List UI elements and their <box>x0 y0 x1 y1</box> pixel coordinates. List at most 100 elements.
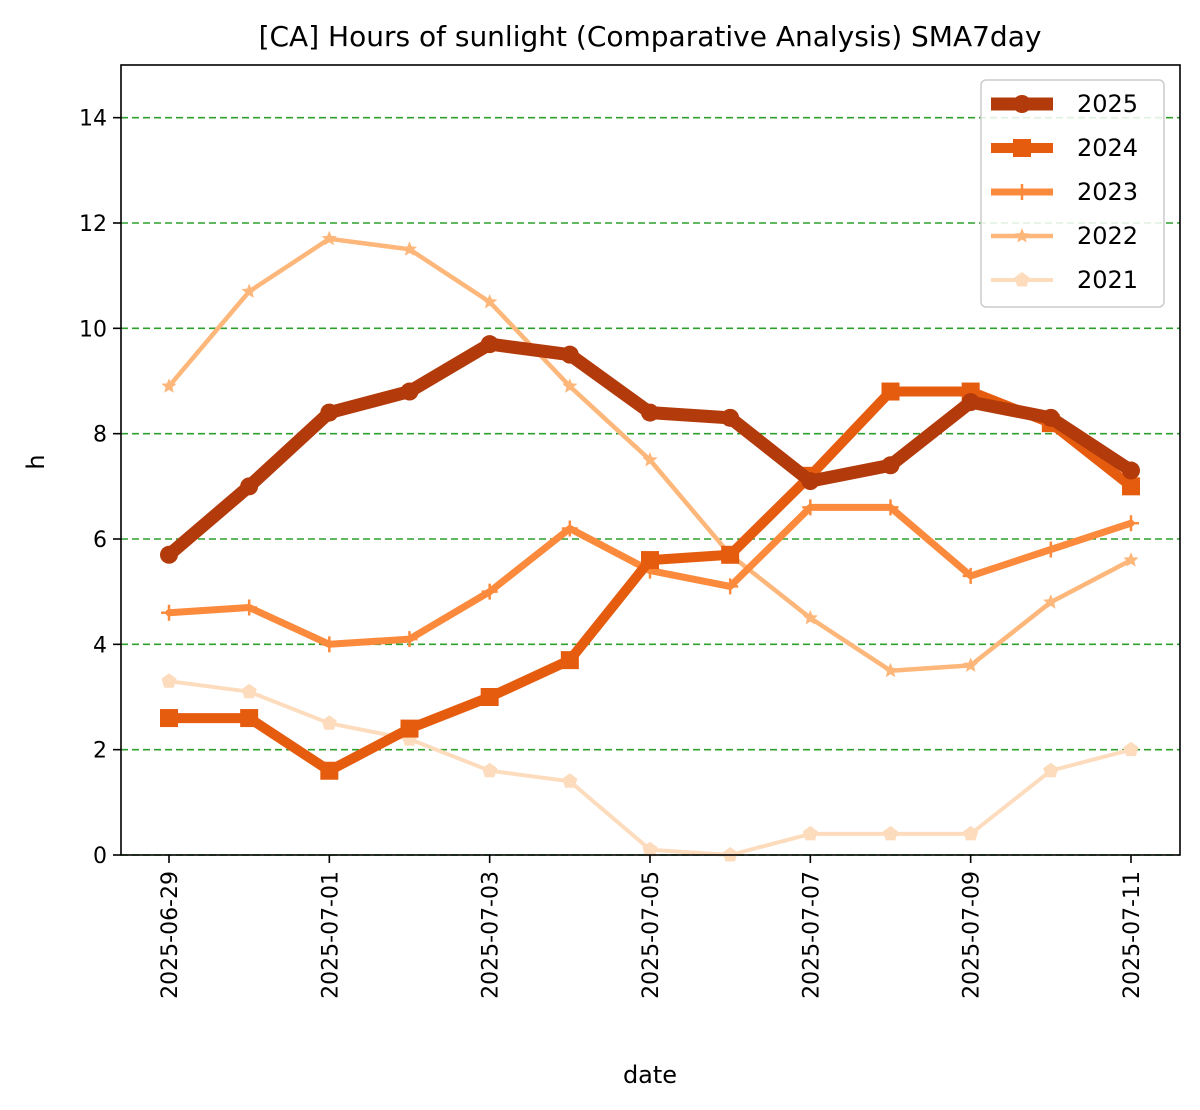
data-point <box>320 761 339 780</box>
data-point <box>1043 762 1059 778</box>
legend-marker <box>1014 272 1030 287</box>
data-point <box>1122 477 1140 496</box>
data-point <box>641 551 659 570</box>
data-point <box>161 673 177 688</box>
data-point <box>882 499 899 516</box>
legend-item-2024: 2024 <box>991 134 1138 162</box>
x-tick-label: 2025-07-01 <box>318 871 343 999</box>
data-point <box>882 825 899 841</box>
data-point <box>562 378 578 393</box>
legend-label: 2023 <box>1077 178 1138 206</box>
data-point <box>722 578 739 595</box>
data-point <box>881 382 900 401</box>
y-tick-label: 14 <box>79 107 107 132</box>
data-point <box>241 283 257 298</box>
data-point <box>1042 541 1059 558</box>
data-point <box>560 345 579 364</box>
data-point <box>642 452 658 467</box>
legend-label: 2022 <box>1077 222 1138 250</box>
data-point <box>240 709 259 728</box>
y-tick-label: 0 <box>93 844 107 869</box>
data-point <box>802 825 818 841</box>
legend: 2025 2024 2023 2022 2021 <box>980 79 1165 308</box>
data-point <box>642 841 658 857</box>
data-point <box>321 230 337 246</box>
x-tick-label: 2025-07-05 <box>639 871 664 999</box>
data-point <box>161 378 177 393</box>
legend-box <box>980 79 1165 308</box>
data-point <box>1043 594 1059 609</box>
data-point <box>802 499 819 516</box>
data-point <box>401 631 418 648</box>
data-point <box>241 683 257 699</box>
data-point <box>882 662 899 678</box>
series-2023 <box>161 499 1139 653</box>
data-point <box>1123 515 1139 532</box>
data-point <box>881 456 900 475</box>
data-point <box>721 545 740 564</box>
x-tick-label: 2025-07-07 <box>799 871 824 999</box>
data-point <box>561 520 578 537</box>
legend-item-2023: 2023 <box>991 178 1138 206</box>
x-tick-label: 2025-07-03 <box>479 871 504 999</box>
x-axis-title: date <box>623 1061 677 1089</box>
y-tick-label: 12 <box>79 212 107 237</box>
data-point <box>560 651 579 670</box>
data-point <box>480 335 499 354</box>
data-point <box>802 610 818 625</box>
data-point <box>400 719 419 738</box>
data-point <box>961 393 980 412</box>
data-point <box>1123 552 1139 567</box>
data-point <box>161 604 177 621</box>
data-point <box>160 545 178 564</box>
legend-item-2021: 2021 <box>991 266 1138 294</box>
data-point <box>562 773 578 788</box>
data-point <box>481 583 498 600</box>
data-point <box>321 636 338 653</box>
data-point <box>240 477 259 496</box>
legend-item-2025: 2025 <box>991 90 1138 118</box>
legend-item-2022: 2022 <box>991 222 1138 250</box>
legend-marker <box>1013 139 1031 157</box>
legend-label: 2021 <box>1077 266 1138 294</box>
x-tick-label: 2025-06-29 <box>158 871 183 999</box>
data-point <box>320 403 339 422</box>
legend-marker <box>1013 95 1031 113</box>
data-point <box>321 715 337 730</box>
y-axis-title: h <box>22 454 50 469</box>
series-2022 <box>161 230 1139 678</box>
legend-label: 2024 <box>1077 134 1138 162</box>
data-point <box>963 825 979 841</box>
data-point <box>1041 408 1060 427</box>
data-point <box>482 294 498 309</box>
y-tick-label: 6 <box>93 528 107 553</box>
data-point <box>641 403 659 422</box>
data-point <box>963 657 979 672</box>
data-point <box>482 762 498 778</box>
chart-title: [CA] Hours of sunlight (Comparative Anal… <box>259 20 1042 53</box>
x-axis-ticks: 2025-06-29 2025-07-01 2025-07-03 2025-07-05… <box>158 855 1145 999</box>
y-tick-label: 8 <box>93 423 107 448</box>
data-point <box>1123 741 1139 757</box>
x-tick-label: 2025-07-09 <box>960 871 985 999</box>
data-point <box>241 599 258 616</box>
data-point <box>400 382 419 401</box>
y-axis-ticks: 0 2 4 6 8 10 12 14 <box>79 107 121 869</box>
data-point <box>160 709 178 728</box>
y-tick-label: 10 <box>79 317 107 342</box>
y-tick-label: 4 <box>93 633 107 658</box>
legend-label: 2025 <box>1077 90 1138 118</box>
y-tick-label: 2 <box>93 739 107 764</box>
x-tick-label: 2025-07-11 <box>1120 871 1145 999</box>
series-layer <box>160 230 1140 862</box>
legend-marker <box>1014 184 1030 200</box>
data-point <box>1122 461 1140 480</box>
data-point <box>962 567 979 584</box>
data-point <box>480 688 499 706</box>
data-point <box>401 241 418 256</box>
series-2025 <box>160 335 1140 564</box>
data-point <box>721 408 740 427</box>
legend-marker <box>1014 228 1030 243</box>
data-point <box>801 472 820 491</box>
